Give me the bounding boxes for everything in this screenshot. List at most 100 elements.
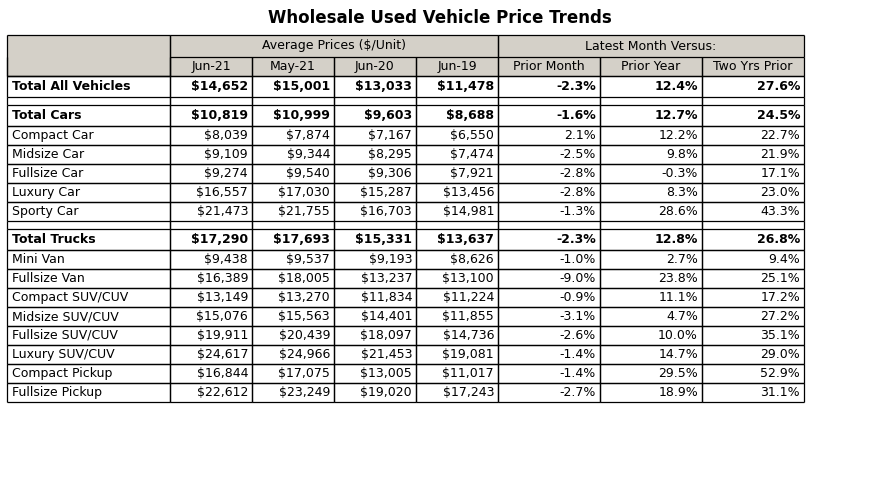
- Text: 12.4%: 12.4%: [655, 80, 698, 93]
- Text: $8,688: $8,688: [446, 109, 494, 122]
- Text: $24,966: $24,966: [279, 348, 330, 361]
- Text: 8.3%: 8.3%: [666, 186, 698, 199]
- Text: 17.1%: 17.1%: [760, 167, 800, 180]
- Text: $9,438: $9,438: [204, 253, 248, 266]
- Text: Total Cars: Total Cars: [12, 109, 82, 122]
- Text: 12.2%: 12.2%: [658, 129, 698, 142]
- Text: $14,652: $14,652: [191, 80, 248, 93]
- Text: -1.4%: -1.4%: [560, 367, 596, 380]
- Text: 10.0%: 10.0%: [658, 329, 698, 342]
- Text: -2.5%: -2.5%: [560, 148, 596, 161]
- Text: $18,005: $18,005: [278, 272, 330, 285]
- Text: Fullsize Van: Fullsize Van: [12, 272, 84, 285]
- Text: 9.4%: 9.4%: [768, 253, 800, 266]
- Text: $13,149: $13,149: [196, 291, 248, 304]
- Text: -2.7%: -2.7%: [560, 386, 596, 399]
- Text: 43.3%: 43.3%: [760, 205, 800, 218]
- Text: $7,167: $7,167: [368, 129, 412, 142]
- Text: $13,456: $13,456: [443, 186, 494, 199]
- Text: $17,693: $17,693: [273, 233, 330, 246]
- Text: $17,290: $17,290: [191, 233, 248, 246]
- Text: $14,981: $14,981: [443, 205, 494, 218]
- Text: Total All Vehicles: Total All Vehicles: [12, 80, 130, 93]
- Text: $20,439: $20,439: [278, 329, 330, 342]
- Text: $23,249: $23,249: [279, 386, 330, 399]
- Text: Total Trucks: Total Trucks: [12, 233, 96, 246]
- Text: 29.5%: 29.5%: [658, 367, 698, 380]
- Text: 35.1%: 35.1%: [760, 329, 800, 342]
- Text: -1.3%: -1.3%: [560, 205, 596, 218]
- Text: Prior Year: Prior Year: [621, 60, 680, 73]
- Text: $19,911: $19,911: [196, 329, 248, 342]
- Text: $7,474: $7,474: [451, 148, 494, 161]
- Text: $13,270: $13,270: [278, 291, 330, 304]
- Text: $13,033: $13,033: [356, 80, 412, 93]
- Text: $9,344: $9,344: [287, 148, 330, 161]
- Text: 29.0%: 29.0%: [760, 348, 800, 361]
- Text: $15,001: $15,001: [273, 80, 330, 93]
- Text: Two Yrs Prior: Two Yrs Prior: [714, 60, 793, 73]
- Text: $13,237: $13,237: [361, 272, 412, 285]
- Text: $11,834: $11,834: [361, 291, 412, 304]
- Text: Average Prices ($/Unit): Average Prices ($/Unit): [262, 40, 406, 52]
- Text: 21.9%: 21.9%: [760, 148, 800, 161]
- Text: $14,736: $14,736: [443, 329, 494, 342]
- Text: $18,097: $18,097: [360, 329, 412, 342]
- Text: $17,075: $17,075: [278, 367, 330, 380]
- Text: 2.1%: 2.1%: [564, 129, 596, 142]
- Text: -1.6%: -1.6%: [556, 109, 596, 122]
- Text: $7,921: $7,921: [451, 167, 494, 180]
- Text: Luxury Car: Luxury Car: [12, 186, 80, 199]
- Text: -0.3%: -0.3%: [662, 167, 698, 180]
- Text: $13,005: $13,005: [360, 367, 412, 380]
- Text: $22,612: $22,612: [196, 386, 248, 399]
- Text: $9,306: $9,306: [369, 167, 412, 180]
- Text: $11,478: $11,478: [436, 80, 494, 93]
- Text: $19,081: $19,081: [443, 348, 494, 361]
- Text: Compact Pickup: Compact Pickup: [12, 367, 113, 380]
- Text: $8,295: $8,295: [368, 148, 412, 161]
- Text: $15,331: $15,331: [355, 233, 412, 246]
- Text: -9.0%: -9.0%: [560, 272, 596, 285]
- Text: Fullsize Car: Fullsize Car: [12, 167, 84, 180]
- Text: 12.8%: 12.8%: [655, 233, 698, 246]
- Text: $15,076: $15,076: [196, 310, 248, 323]
- Text: Midsize Car: Midsize Car: [12, 148, 84, 161]
- Text: Jun-20: Jun-20: [356, 60, 395, 73]
- Text: -2.3%: -2.3%: [556, 233, 596, 246]
- Text: $15,287: $15,287: [360, 186, 412, 199]
- Text: $13,637: $13,637: [437, 233, 494, 246]
- Text: $21,755: $21,755: [278, 205, 330, 218]
- Text: $16,557: $16,557: [196, 186, 248, 199]
- Bar: [600, 57, 702, 76]
- Text: $13,100: $13,100: [443, 272, 494, 285]
- Text: 27.2%: 27.2%: [760, 310, 800, 323]
- Text: $14,401: $14,401: [361, 310, 412, 323]
- Text: $11,224: $11,224: [443, 291, 494, 304]
- Text: $21,453: $21,453: [361, 348, 412, 361]
- Text: Wholesale Used Vehicle Price Trends: Wholesale Used Vehicle Price Trends: [268, 9, 612, 27]
- Bar: [334, 57, 416, 76]
- Text: -2.3%: -2.3%: [556, 80, 596, 93]
- Bar: [252, 57, 334, 76]
- Text: Jun-19: Jun-19: [437, 60, 477, 73]
- Text: 14.7%: 14.7%: [658, 348, 698, 361]
- Text: 24.5%: 24.5%: [757, 109, 800, 122]
- Text: -3.1%: -3.1%: [560, 310, 596, 323]
- Text: -1.0%: -1.0%: [560, 253, 596, 266]
- Text: $9,193: $9,193: [369, 253, 412, 266]
- Bar: [7, 35, 170, 76]
- Bar: [498, 57, 600, 76]
- Text: $6,550: $6,550: [451, 129, 494, 142]
- Text: Mini Van: Mini Van: [12, 253, 65, 266]
- Text: 9.8%: 9.8%: [666, 148, 698, 161]
- Text: Midsize SUV/CUV: Midsize SUV/CUV: [12, 310, 119, 323]
- Text: $16,844: $16,844: [196, 367, 248, 380]
- Text: -2.6%: -2.6%: [560, 329, 596, 342]
- Text: $9,540: $9,540: [286, 167, 330, 180]
- Text: $8,039: $8,039: [204, 129, 248, 142]
- Text: $24,617: $24,617: [196, 348, 248, 361]
- Text: -2.8%: -2.8%: [560, 186, 596, 199]
- Text: Compact Car: Compact Car: [12, 129, 93, 142]
- Bar: [416, 57, 498, 76]
